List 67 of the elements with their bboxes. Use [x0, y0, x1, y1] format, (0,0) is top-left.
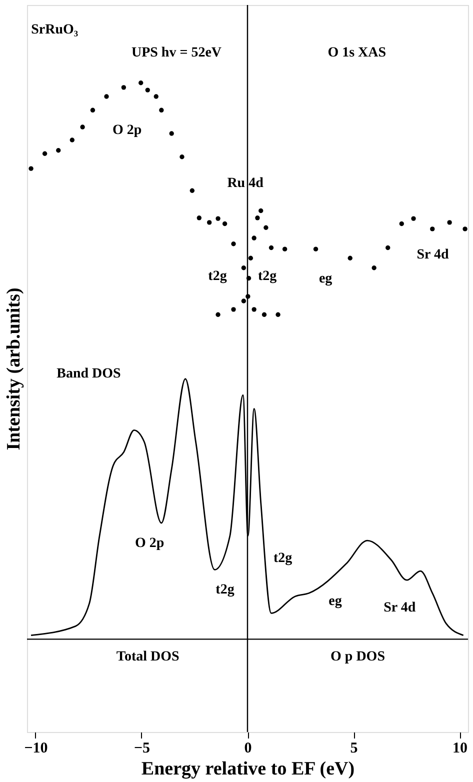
point — [262, 312, 267, 317]
point — [70, 138, 75, 142]
point — [399, 221, 404, 226]
point — [196, 216, 202, 220]
point — [411, 216, 416, 221]
annotation: Band DOS — [56, 366, 122, 382]
x-axis-title: Energy relative to EF (eV) — [141, 758, 355, 780]
text: UPS hv = 52eV — [131, 45, 222, 60]
point — [241, 298, 246, 304]
point — [276, 312, 280, 317]
point — [28, 166, 34, 171]
point — [145, 88, 150, 92]
annotation: Ru 4d — [227, 176, 264, 192]
text: O 1s XAS — [328, 45, 386, 60]
annotation: Sr 4d — [416, 247, 449, 262]
point — [231, 242, 236, 246]
annotation: eg — [318, 271, 332, 286]
point — [248, 256, 254, 260]
point — [222, 221, 228, 226]
point — [216, 312, 220, 317]
point — [430, 226, 435, 232]
y-axis-title: Intensity (arb.units) — [4, 288, 24, 450]
point — [447, 220, 452, 225]
annotation: O 2p — [135, 536, 164, 551]
point — [154, 94, 158, 99]
point — [180, 154, 184, 160]
point — [216, 216, 220, 221]
point — [190, 188, 195, 193]
point — [121, 85, 126, 90]
point — [462, 226, 468, 232]
point — [80, 124, 85, 130]
x-tick-label: 0 — [244, 740, 252, 756]
text: SrRuO₃ — [31, 22, 78, 38]
point — [348, 256, 352, 260]
point — [42, 151, 48, 156]
x-tick-label: 10 — [452, 740, 468, 756]
annotation: t2g — [208, 269, 227, 284]
annotation: Total DOS — [116, 649, 180, 664]
point — [252, 307, 256, 312]
x-tick-label: 5 — [350, 740, 358, 756]
point — [313, 246, 318, 252]
annotation: Sr 4d — [384, 600, 416, 616]
point — [104, 94, 109, 99]
x-tick-label: −5 — [134, 740, 150, 756]
point — [268, 245, 274, 250]
annotation: t2g — [216, 582, 234, 598]
point — [231, 307, 236, 312]
point — [90, 108, 96, 112]
annotation: O p DOS — [330, 649, 386, 664]
point — [258, 208, 264, 214]
point — [241, 266, 246, 270]
annotation: O 2p — [112, 123, 142, 138]
annotation: t2g — [258, 269, 277, 284]
annotation: t2g — [273, 551, 292, 566]
point — [252, 236, 256, 240]
x-tick-label: −10 — [24, 740, 48, 756]
point — [386, 245, 390, 250]
point — [206, 220, 212, 225]
point — [264, 225, 268, 230]
point — [56, 148, 61, 153]
annotation: eg — [328, 594, 342, 610]
point — [169, 131, 174, 136]
point — [255, 216, 260, 220]
point — [282, 246, 288, 252]
point — [138, 80, 144, 86]
point — [372, 266, 376, 270]
point — [159, 108, 164, 112]
